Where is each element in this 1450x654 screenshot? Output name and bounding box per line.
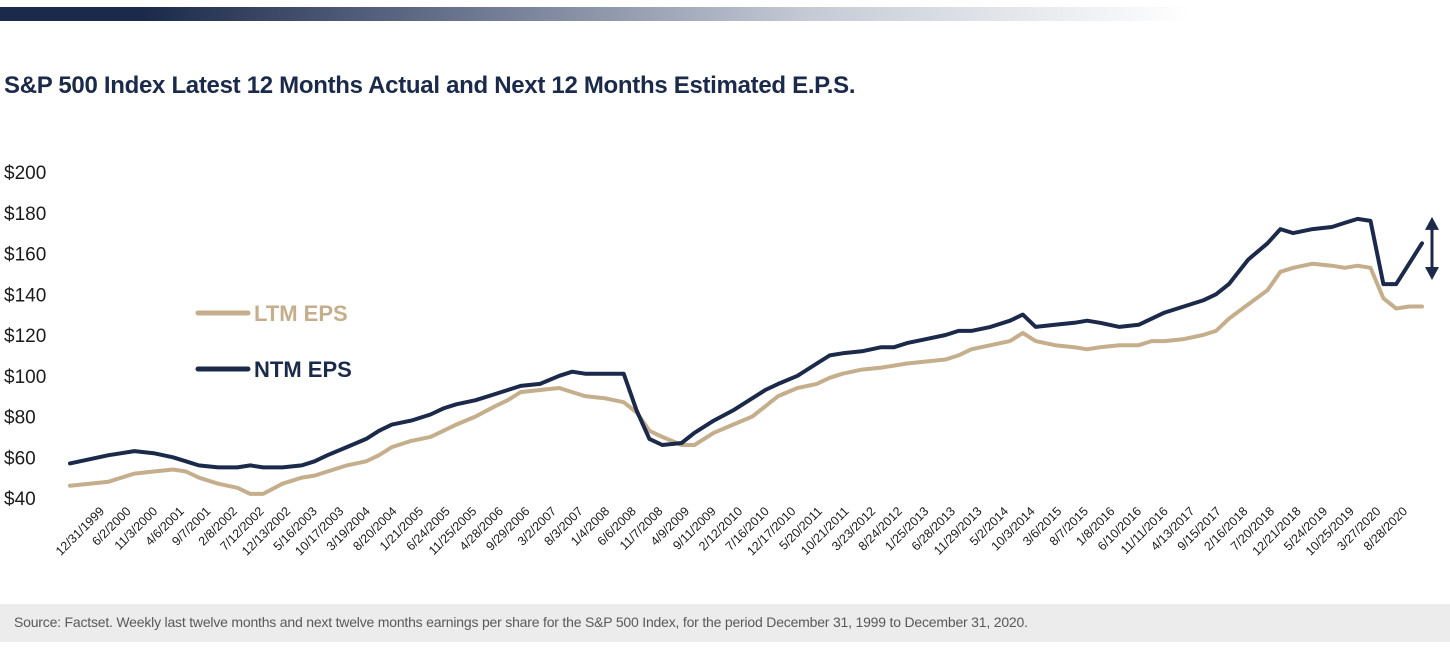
y-tick-label: $60 xyxy=(4,448,36,469)
y-tick-label: $180 xyxy=(4,204,46,225)
x-axis: 12/31/19996/2/200011/3/20004/6/20019/7/2… xyxy=(53,504,1410,558)
source-footer: Source: Factset. Weekly last twelve mont… xyxy=(0,604,1450,642)
series-lines xyxy=(68,216,1424,496)
eps-line-chart: $200 $180 $160 $140 $120 $100 $80 $60 $40 12/31/… xyxy=(4,163,1439,558)
y-tick-label: $140 xyxy=(4,285,46,306)
y-tick-label: $200 xyxy=(4,163,46,184)
range-arrow-head-up xyxy=(1425,216,1439,230)
range-arrow xyxy=(1425,216,1439,280)
chart-title: S&P 500 Index Latest 12 Months Actual an… xyxy=(4,72,856,99)
y-tick-label: $100 xyxy=(4,367,46,388)
y-tick-label: $40 xyxy=(4,489,36,510)
y-axis: $200 $180 $160 $140 $120 $100 $80 $60 $40 xyxy=(4,163,46,510)
header-gradient-bar xyxy=(0,7,1190,21)
y-tick-label: $80 xyxy=(4,408,36,429)
legend-label: NTM EPS xyxy=(254,357,352,382)
series-line-ntm-eps xyxy=(68,216,1424,470)
y-tick-label: $160 xyxy=(4,245,46,266)
legend: LTM EPS NTM EPS xyxy=(195,301,352,382)
y-tick-label: $120 xyxy=(4,326,46,347)
source-note: Source: Factset. Weekly last twelve mont… xyxy=(14,614,1028,630)
series-line-ltm-eps xyxy=(68,261,1424,496)
legend-label: LTM EPS xyxy=(254,301,348,326)
range-arrow-head-down xyxy=(1425,266,1439,280)
